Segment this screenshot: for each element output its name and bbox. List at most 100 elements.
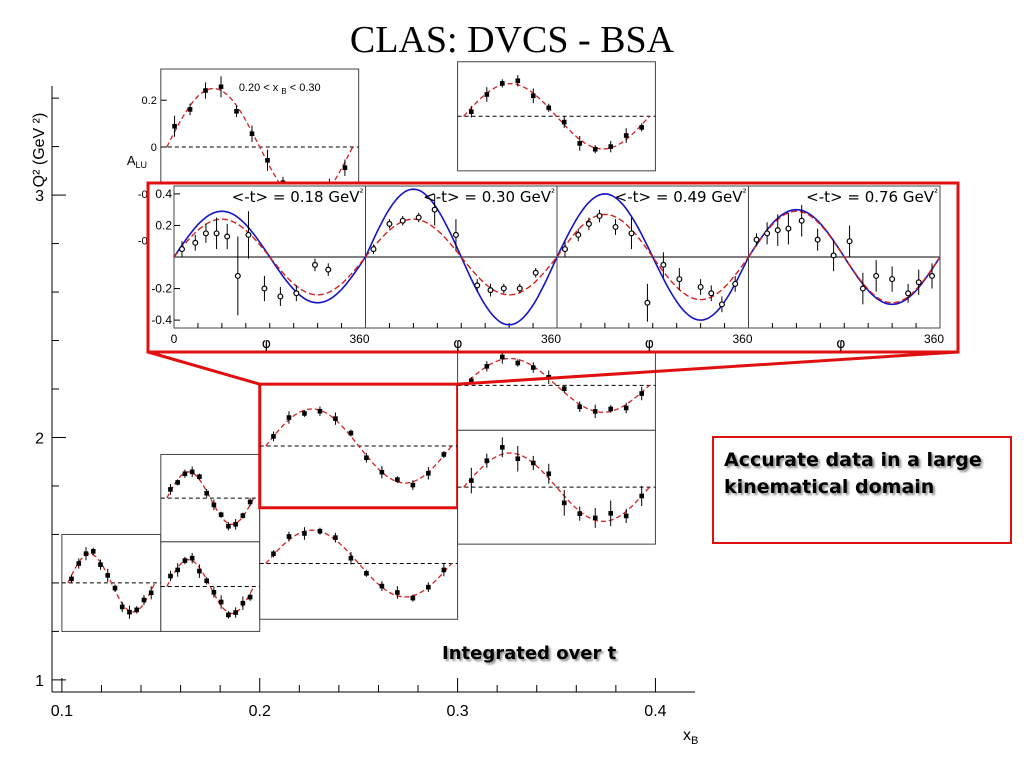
data-point xyxy=(484,458,490,464)
zoom-data-point xyxy=(575,231,582,238)
data-point xyxy=(105,573,111,578)
data-point xyxy=(577,404,583,410)
zoom-data-point xyxy=(561,246,568,253)
fit-curve xyxy=(166,471,255,525)
data-point xyxy=(379,583,385,589)
zoom-x-tick-label: 360 xyxy=(541,332,561,346)
data-point xyxy=(623,513,629,519)
data-point xyxy=(182,558,188,563)
zoom-data-point xyxy=(905,290,912,297)
data-point xyxy=(426,470,431,476)
bin-range-label: 0.20 < x B < 0.30 xyxy=(239,82,321,96)
zoom-data-point xyxy=(915,279,922,286)
data-point xyxy=(333,416,338,421)
data-point xyxy=(484,92,490,97)
data-point xyxy=(286,415,292,420)
data-point xyxy=(240,600,246,606)
data-point xyxy=(317,408,323,414)
zoom-data-point xyxy=(798,217,805,224)
zoom-data-point xyxy=(585,220,592,227)
zoom-data-point xyxy=(245,231,252,238)
y-tick-label: 1 xyxy=(35,673,44,690)
data-point xyxy=(204,490,209,496)
zoom-data-point xyxy=(386,220,393,227)
data-point xyxy=(233,522,238,527)
data-point xyxy=(608,144,614,149)
zoom-data-point xyxy=(596,212,603,219)
data-point xyxy=(247,594,253,600)
data-point xyxy=(395,477,400,482)
data-point xyxy=(364,571,369,576)
zoom-data-point xyxy=(889,276,896,283)
data-point xyxy=(395,590,400,595)
data-point xyxy=(98,562,103,567)
zoom-y-tick-label: -0.2 xyxy=(151,282,172,296)
zoom-data-point xyxy=(431,206,438,213)
data-point xyxy=(119,604,125,610)
fit-curve xyxy=(463,82,650,150)
data-point xyxy=(530,93,536,99)
data-point xyxy=(469,378,474,384)
zoom-data-point xyxy=(764,230,771,237)
zoom-y-tick-label: 0.2 xyxy=(155,218,172,232)
zoom-data-point xyxy=(929,272,936,279)
model-curve xyxy=(364,188,558,326)
data-point xyxy=(148,590,154,596)
zoom-panel-label: <-t> = 0.49 GeV² xyxy=(615,188,747,206)
data-point xyxy=(172,123,177,129)
x-axis-label: xB xyxy=(683,727,698,747)
data-point xyxy=(240,513,246,518)
zoom-data-point xyxy=(676,276,683,283)
data-point xyxy=(592,409,598,414)
panel-y-axis-label: ALU xyxy=(127,153,147,170)
data-point xyxy=(134,607,140,613)
data-point xyxy=(197,568,202,574)
data-point xyxy=(112,585,118,591)
zoom-connector-lines xyxy=(147,350,959,386)
zoom-data-point xyxy=(311,261,318,268)
data-point xyxy=(265,157,270,163)
main-axes: 0.1 0.2 0.3 0.4 1 2 3 xB Q² (GeV ²) xyxy=(31,86,698,747)
y-axis-label: Q² (GeV ²) xyxy=(31,113,48,188)
data-point xyxy=(218,512,224,517)
data-point xyxy=(592,515,598,521)
zoom-data-point xyxy=(213,230,220,237)
zoom-data-point xyxy=(178,246,185,253)
zoom-data-point xyxy=(516,285,523,292)
data-point xyxy=(410,595,416,601)
zoom-data-point xyxy=(293,290,300,297)
zoom-panel-label: <-t> = 0.18 GeV² xyxy=(232,188,364,206)
connector-left xyxy=(147,350,261,386)
zoom-x-tick-label: 360 xyxy=(349,332,369,346)
data-point xyxy=(639,493,644,499)
data-point xyxy=(500,445,505,450)
zoom-y-tick-label: -0.4 xyxy=(151,313,172,327)
data-point xyxy=(234,108,239,114)
data-point xyxy=(175,480,180,485)
data-point xyxy=(187,107,193,112)
integrated-over-t-label: Integrated over t xyxy=(442,643,617,664)
zoom-x-tick-label: 0 xyxy=(171,332,178,346)
data-point xyxy=(379,469,385,475)
y-tick-label: 2 xyxy=(35,430,44,447)
data-point xyxy=(623,133,629,138)
zoom-data-point xyxy=(487,287,494,294)
zoom-data-point xyxy=(660,261,667,268)
zoom-data-point xyxy=(202,230,209,237)
data-point xyxy=(441,452,447,457)
data-point xyxy=(515,456,521,462)
zoom-data-point xyxy=(399,217,406,224)
data-point xyxy=(608,511,614,516)
data-point xyxy=(271,551,276,557)
data-point xyxy=(317,528,323,534)
data-point xyxy=(342,165,348,171)
data-point xyxy=(639,125,644,130)
data-point xyxy=(197,474,202,480)
data-point xyxy=(608,406,614,412)
data-point xyxy=(515,78,521,84)
zoom-data-point xyxy=(532,269,539,276)
data-point xyxy=(302,411,307,416)
data-point xyxy=(127,609,132,615)
zoom-data-point xyxy=(474,282,481,289)
